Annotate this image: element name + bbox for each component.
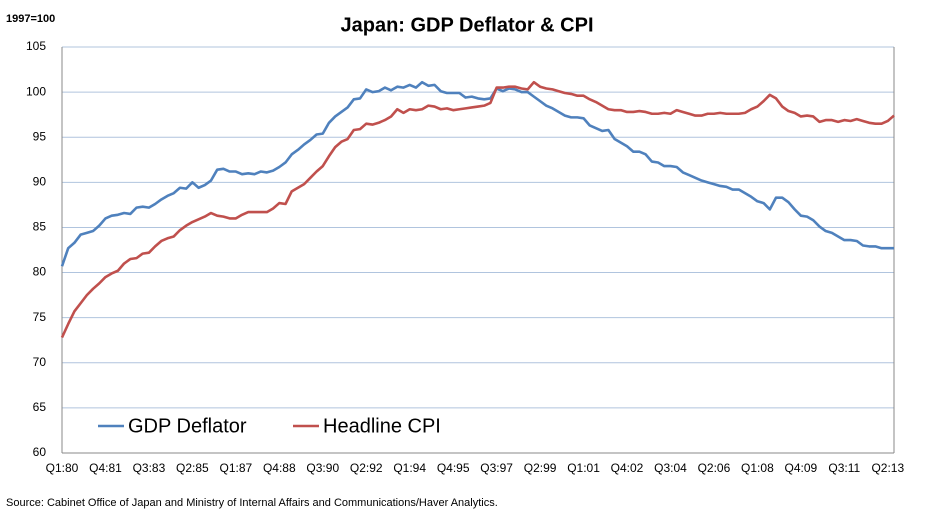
y-tick-label: 90 bbox=[33, 175, 47, 189]
legend-label: GDP Deflator bbox=[128, 415, 247, 437]
legend-label: Headline CPI bbox=[323, 415, 441, 437]
x-tick-label: Q2:13 bbox=[871, 461, 904, 475]
y-tick-label: 80 bbox=[33, 265, 47, 279]
y-tick-label: 85 bbox=[33, 220, 47, 234]
source: Source: Cabinet Office of Japan and Mini… bbox=[6, 497, 498, 509]
x-tick-label: Q3:11 bbox=[828, 461, 860, 475]
y-tick-label: 75 bbox=[33, 310, 47, 324]
x-tick-label: Q2:92 bbox=[350, 461, 383, 475]
chart-title: Japan: GDP Deflator & CPI bbox=[340, 14, 593, 36]
x-tick-label: Q4:88 bbox=[263, 461, 296, 475]
y-tick-label: 60 bbox=[33, 445, 47, 459]
line-series bbox=[60, 80, 894, 267]
y-tick-label: 100 bbox=[26, 84, 46, 98]
line-series bbox=[60, 80, 895, 339]
y-tick-label: 65 bbox=[33, 400, 47, 414]
x-tick-label: Q1:80 bbox=[46, 461, 79, 475]
x-tick-label: Q3:90 bbox=[306, 461, 339, 475]
x-tick-label: Q4:95 bbox=[437, 461, 470, 475]
x-tick-label: Q2:99 bbox=[524, 461, 557, 475]
x-tick-label: Q4:81 bbox=[89, 461, 122, 475]
y-tick-label: 95 bbox=[33, 129, 47, 143]
x-tick-label: Q3:83 bbox=[133, 461, 166, 475]
y-tick-label: 105 bbox=[26, 39, 46, 53]
y-tick-label: 70 bbox=[33, 355, 47, 369]
x-tick-label: Q3:04 bbox=[654, 461, 687, 475]
x-tick-label: Q2:06 bbox=[698, 461, 731, 475]
x-tick-label: Q4:09 bbox=[785, 461, 818, 475]
x-tick-label: Q1:87 bbox=[219, 461, 252, 475]
x-tick-label: Q3:97 bbox=[480, 461, 513, 475]
x-tick-label: Q1:01 bbox=[567, 461, 600, 475]
x-tick-label: Q2:85 bbox=[176, 461, 209, 475]
x-tick-label: Q4:02 bbox=[611, 461, 644, 475]
x-tick-label: Q1:94 bbox=[393, 461, 426, 475]
subtitle: 1997=100 bbox=[6, 13, 55, 25]
x-tick-label: Q1:08 bbox=[741, 461, 774, 475]
